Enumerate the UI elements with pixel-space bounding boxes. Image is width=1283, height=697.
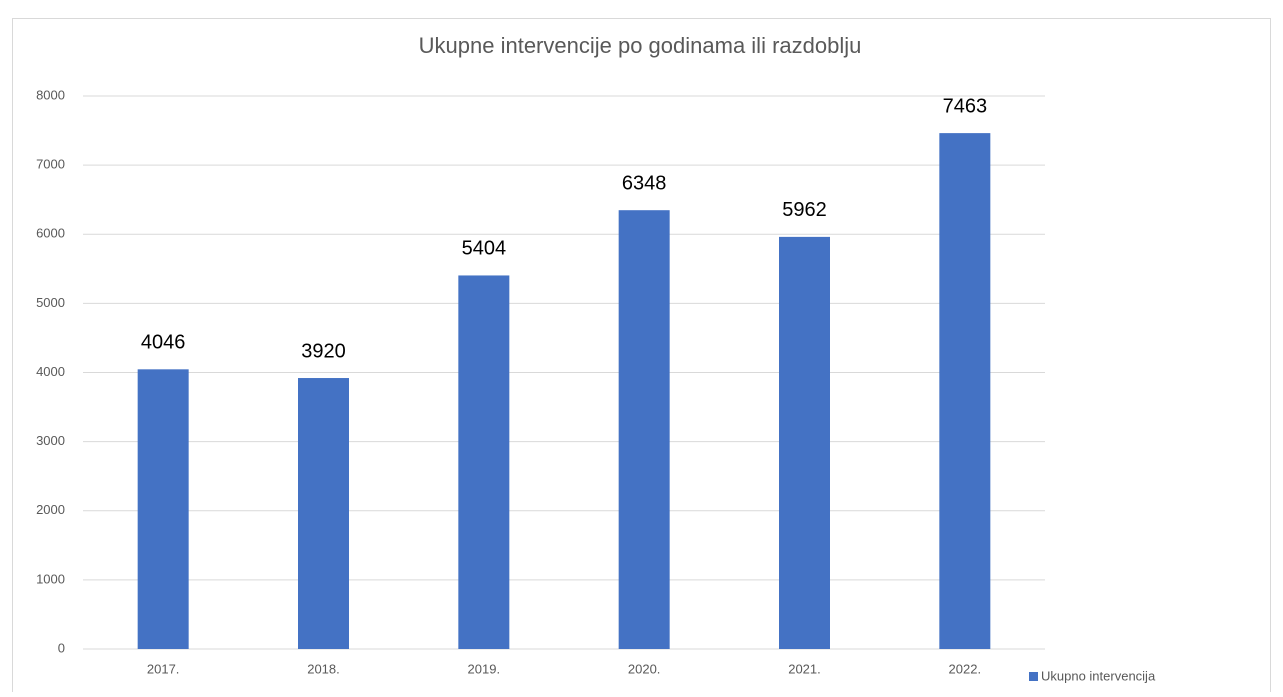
x-tick-label: 2022. (949, 661, 982, 676)
y-tick-label: 2000 (36, 502, 65, 517)
bar (779, 236, 830, 649)
bar (298, 378, 349, 649)
y-tick-label: 8000 (36, 87, 65, 102)
data-label: 4046 (141, 332, 186, 354)
data-label: 3920 (301, 340, 346, 362)
x-tick-label: 2021. (788, 661, 821, 676)
chart-title: Ukupne intervencije po godinama ili razd… (419, 33, 862, 58)
bar (458, 275, 510, 649)
y-tick-label: 6000 (36, 226, 65, 241)
legend-swatch (1029, 672, 1038, 681)
y-tick-label: 5000 (36, 295, 65, 310)
y-tick-label: 3000 (36, 433, 65, 448)
y-tick-label: 1000 (36, 571, 65, 586)
legend-label: Ukupno intervencija (1041, 668, 1156, 683)
data-label: 7463 (943, 95, 988, 117)
data-label: 5962 (782, 199, 827, 221)
x-tick-label: 2018. (307, 661, 340, 676)
bar (939, 133, 991, 650)
x-tick-label: 2020. (628, 661, 661, 676)
bar (137, 369, 189, 649)
data-label: 5404 (462, 238, 507, 260)
data-label: 6348 (622, 172, 667, 194)
y-tick-label: 0 (58, 640, 65, 655)
y-tick-label: 4000 (36, 364, 65, 379)
bar (618, 210, 670, 649)
x-tick-label: 2017. (147, 661, 180, 676)
x-tick-label: 2019. (468, 661, 501, 676)
y-tick-label: 7000 (36, 157, 65, 172)
